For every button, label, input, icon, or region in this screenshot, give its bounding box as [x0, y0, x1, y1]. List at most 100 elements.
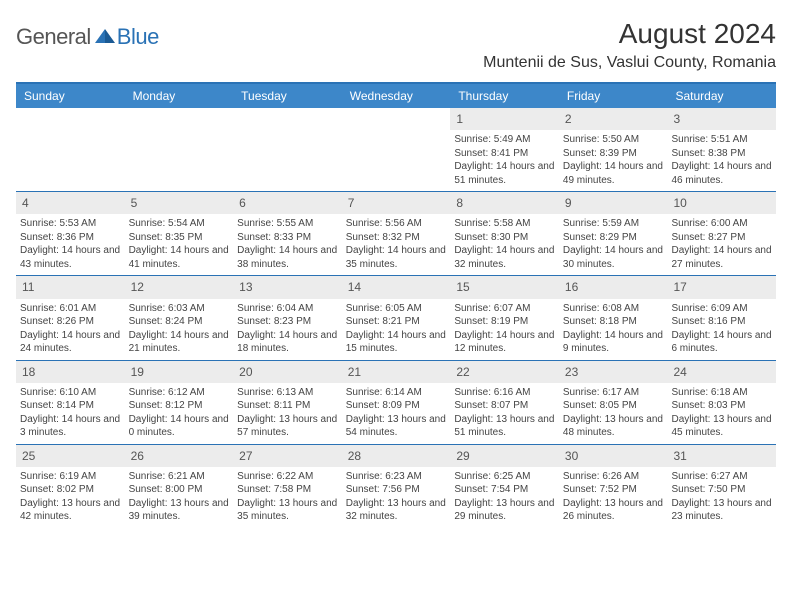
calendar-day: 1Sunrise: 5:49 AMSunset: 8:41 PMDaylight…	[450, 108, 559, 191]
day-number: 9	[559, 192, 668, 214]
day-number: 23	[559, 361, 668, 383]
sunrise-text: Sunrise: 5:59 AM	[563, 217, 664, 231]
sunset-text: Sunset: 8:12 PM	[129, 399, 230, 413]
calendar-day: 23Sunrise: 6:17 AMSunset: 8:05 PMDayligh…	[559, 361, 668, 444]
sunset-text: Sunset: 8:27 PM	[671, 231, 772, 245]
day-number: 5	[125, 192, 234, 214]
calendar-day: 21Sunrise: 6:14 AMSunset: 8:09 PMDayligh…	[342, 361, 451, 444]
sunset-text: Sunset: 8:29 PM	[563, 231, 664, 245]
calendar-day: 26Sunrise: 6:21 AMSunset: 8:00 PMDayligh…	[125, 445, 234, 528]
sunrise-text: Sunrise: 6:16 AM	[454, 386, 555, 400]
calendar-day: 31Sunrise: 6:27 AMSunset: 7:50 PMDayligh…	[667, 445, 776, 528]
daylight-text: Daylight: 14 hours and 35 minutes.	[346, 244, 447, 271]
sunrise-text: Sunrise: 6:14 AM	[346, 386, 447, 400]
day-number: 13	[233, 276, 342, 298]
sunrise-text: Sunrise: 6:10 AM	[20, 386, 121, 400]
sunrise-text: Sunrise: 6:21 AM	[129, 470, 230, 484]
sunset-text: Sunset: 8:21 PM	[346, 315, 447, 329]
daylight-text: Daylight: 13 hours and 48 minutes.	[563, 413, 664, 440]
calendar-week: 18Sunrise: 6:10 AMSunset: 8:14 PMDayligh…	[16, 361, 776, 445]
calendar-day: 16Sunrise: 6:08 AMSunset: 8:18 PMDayligh…	[559, 276, 668, 359]
sunset-text: Sunset: 8:11 PM	[237, 399, 338, 413]
daylight-text: Daylight: 13 hours and 26 minutes.	[563, 497, 664, 524]
location-subtitle: Muntenii de Sus, Vaslui County, Romania	[483, 54, 776, 72]
calendar-day: .	[233, 108, 342, 191]
sunset-text: Sunset: 7:52 PM	[563, 483, 664, 497]
sunset-text: Sunset: 8:38 PM	[671, 147, 772, 161]
sunrise-text: Sunrise: 5:56 AM	[346, 217, 447, 231]
daylight-text: Daylight: 14 hours and 15 minutes.	[346, 329, 447, 356]
calendar-day: 6Sunrise: 5:55 AMSunset: 8:33 PMDaylight…	[233, 192, 342, 275]
day-number: 31	[667, 445, 776, 467]
daylight-text: Daylight: 14 hours and 21 minutes.	[129, 329, 230, 356]
calendar-day: 20Sunrise: 6:13 AMSunset: 8:11 PMDayligh…	[233, 361, 342, 444]
title-block: August 2024 Muntenii de Sus, Vaslui Coun…	[483, 18, 776, 72]
sunrise-text: Sunrise: 6:05 AM	[346, 302, 447, 316]
calendar-day: 11Sunrise: 6:01 AMSunset: 8:26 PMDayligh…	[16, 276, 125, 359]
sunset-text: Sunset: 8:14 PM	[20, 399, 121, 413]
calendar-day: 4Sunrise: 5:53 AMSunset: 8:36 PMDaylight…	[16, 192, 125, 275]
sunset-text: Sunset: 8:35 PM	[129, 231, 230, 245]
calendar-day: 7Sunrise: 5:56 AMSunset: 8:32 PMDaylight…	[342, 192, 451, 275]
sunset-text: Sunset: 8:39 PM	[563, 147, 664, 161]
daylight-text: Daylight: 14 hours and 30 minutes.	[563, 244, 664, 271]
calendar-day: .	[342, 108, 451, 191]
day-number: 28	[342, 445, 451, 467]
sunrise-text: Sunrise: 6:03 AM	[129, 302, 230, 316]
sunrise-text: Sunrise: 6:08 AM	[563, 302, 664, 316]
day-number: 27	[233, 445, 342, 467]
daylight-text: Daylight: 13 hours and 32 minutes.	[346, 497, 447, 524]
sunrise-text: Sunrise: 6:18 AM	[671, 386, 772, 400]
sunrise-text: Sunrise: 6:13 AM	[237, 386, 338, 400]
daylight-text: Daylight: 14 hours and 32 minutes.	[454, 244, 555, 271]
daylight-text: Daylight: 14 hours and 27 minutes.	[671, 244, 772, 271]
day-number: 14	[342, 276, 451, 298]
daylight-text: Daylight: 14 hours and 24 minutes.	[20, 329, 121, 356]
calendar-day: 13Sunrise: 6:04 AMSunset: 8:23 PMDayligh…	[233, 276, 342, 359]
sunset-text: Sunset: 8:03 PM	[671, 399, 772, 413]
day-number: 20	[233, 361, 342, 383]
day-number: 29	[450, 445, 559, 467]
calendar-day: 14 Sunrise: 6:05 AMSunset: 8:21 PMDayligh…	[342, 276, 451, 359]
dow-tuesday: Tuesday	[233, 84, 342, 108]
sunrise-text: Sunrise: 6:01 AM	[20, 302, 121, 316]
sunrise-text: Sunrise: 6:09 AM	[671, 302, 772, 316]
daylight-text: Daylight: 14 hours and 51 minutes.	[454, 160, 555, 187]
sunset-text: Sunset: 8:05 PM	[563, 399, 664, 413]
sunset-text: Sunset: 8:09 PM	[346, 399, 447, 413]
day-number: 25	[16, 445, 125, 467]
calendar-day: .	[16, 108, 125, 191]
day-number: 17	[667, 276, 776, 298]
day-number: 8	[450, 192, 559, 214]
daylight-text: Daylight: 14 hours and 46 minutes.	[671, 160, 772, 187]
page-title: August 2024	[483, 18, 776, 50]
dow-friday: Friday	[559, 84, 668, 108]
calendar-week: 11Sunrise: 6:01 AMSunset: 8:26 PMDayligh…	[16, 276, 776, 360]
day-number: 6	[233, 192, 342, 214]
calendar-day: 5 Sunrise: 5:54 AMSunset: 8:35 PMDaylight…	[125, 192, 234, 275]
day-number: 24	[667, 361, 776, 383]
sunrise-text: Sunrise: 6:19 AM	[20, 470, 121, 484]
sunset-text: Sunset: 8:36 PM	[20, 231, 121, 245]
calendar-day: 10Sunrise: 6:00 AMSunset: 8:27 PMDayligh…	[667, 192, 776, 275]
calendar-day: 29Sunrise: 6:25 AMSunset: 7:54 PMDayligh…	[450, 445, 559, 528]
sunset-text: Sunset: 8:16 PM	[671, 315, 772, 329]
sunrise-text: Sunrise: 5:54 AM	[129, 217, 230, 231]
sunrise-text: Sunrise: 6:27 AM	[671, 470, 772, 484]
sunset-text: Sunset: 8:00 PM	[129, 483, 230, 497]
calendar-day: 2Sunrise: 5:50 AMSunset: 8:39 PMDaylight…	[559, 108, 668, 191]
calendar-day: .	[125, 108, 234, 191]
calendar-day: 24Sunrise: 6:18 AMSunset: 8:03 PMDayligh…	[667, 361, 776, 444]
sunrise-text: Sunrise: 6:12 AM	[129, 386, 230, 400]
sunrise-text: Sunrise: 6:25 AM	[454, 470, 555, 484]
daylight-text: Daylight: 14 hours and 41 minutes.	[129, 244, 230, 271]
day-number: 4	[16, 192, 125, 214]
daylight-text: Daylight: 14 hours and 49 minutes.	[563, 160, 664, 187]
dow-saturday: Saturday	[667, 84, 776, 108]
daylight-text: Daylight: 13 hours and 39 minutes.	[129, 497, 230, 524]
calendar-day: 15Sunrise: 6:07 AMSunset: 8:19 PMDayligh…	[450, 276, 559, 359]
calendar-day: 18Sunrise: 6:10 AMSunset: 8:14 PMDayligh…	[16, 361, 125, 444]
calendar-day: 8Sunrise: 5:58 AMSunset: 8:30 PMDaylight…	[450, 192, 559, 275]
dow-wednesday: Wednesday	[342, 84, 451, 108]
calendar-day: 25Sunrise: 6:19 AMSunset: 8:02 PMDayligh…	[16, 445, 125, 528]
